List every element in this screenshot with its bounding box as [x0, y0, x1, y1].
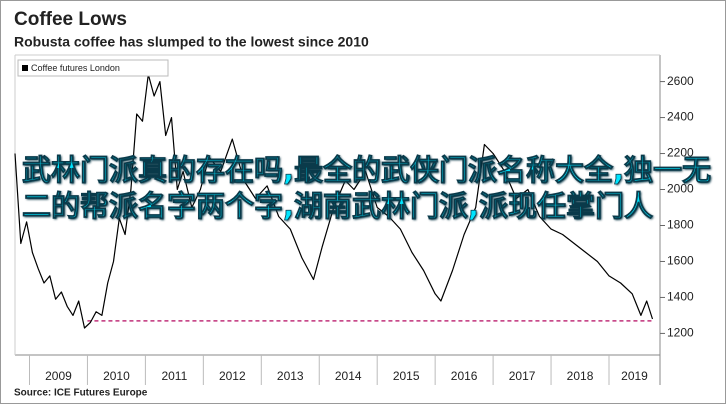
overlay-text: 武林门派真的存在吗,最全的武侠门派名称大全,独一无二的帮派名字两个字,湖南武林门… [22, 153, 712, 224]
chart-title: Coffee Lows [14, 9, 127, 30]
y-tick-label: 1200 [667, 326, 694, 340]
y-tick-label: 2000 [667, 182, 694, 196]
source: Source: ICE Futures Europe [14, 388, 148, 399]
legend-box [17, 59, 169, 77]
y-tick-label: 2600 [667, 74, 694, 88]
x-tick-label: 2015 [393, 369, 420, 383]
x-tick-label: 2011 [161, 369, 187, 383]
x-tick-label: 2009 [45, 369, 72, 383]
legend-label: Coffee futures London [31, 63, 120, 73]
x-tick-label: 2017 [509, 369, 536, 383]
chart-subtitle: Robusta coffee has slumped to the lowest… [14, 34, 369, 50]
x-tick-label: 2012 [219, 369, 246, 383]
x-tick-label: 2013 [277, 369, 304, 383]
legend: Coffee futures London [17, 59, 169, 77]
x-tick-label: 2018 [567, 369, 594, 383]
legend-swatch [22, 65, 28, 71]
x-tick-label: 2010 [103, 369, 130, 383]
x-tick-label: 2019 [621, 369, 648, 383]
x-tick-label: 2016 [451, 369, 478, 383]
y-tick-label: 2200 [667, 146, 694, 160]
x-tick-label: 2014 [335, 369, 362, 383]
y-tick-label: 1400 [667, 290, 694, 304]
y-tick-label: 1600 [667, 254, 694, 268]
series-line [14, 73, 654, 329]
y-tick-label: 1800 [667, 218, 694, 232]
y-tick-label: 2400 [667, 110, 694, 124]
